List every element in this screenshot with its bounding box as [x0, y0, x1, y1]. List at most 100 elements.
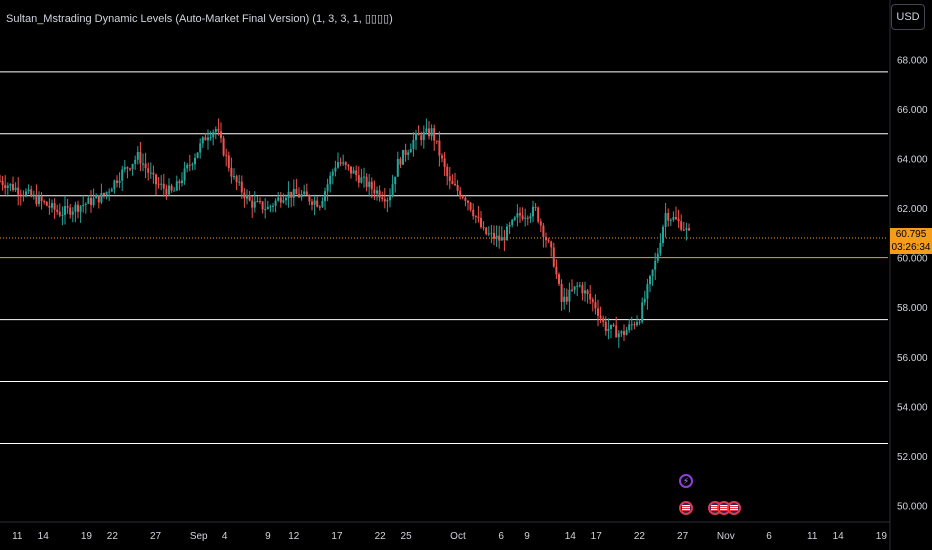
candle-body — [407, 152, 410, 155]
candle-body — [389, 196, 391, 201]
time-tick-label: 9 — [265, 531, 271, 542]
candle-body — [199, 143, 202, 153]
candle-body — [560, 283, 563, 302]
candle-body — [204, 137, 207, 141]
candle-body — [459, 190, 462, 197]
candle-body — [214, 129, 217, 133]
candle-body — [669, 219, 672, 221]
candle-body — [14, 187, 17, 191]
candle-body — [662, 226, 664, 244]
candle-body — [212, 132, 215, 138]
candle-body — [38, 196, 40, 204]
candle-body — [103, 193, 105, 196]
candle-body — [92, 198, 95, 206]
candle-body — [615, 325, 618, 338]
candle-body — [493, 232, 495, 239]
candle-body — [646, 284, 649, 299]
candle-body — [602, 318, 605, 322]
candle-body — [576, 285, 579, 287]
time-tick-label: 14 — [833, 531, 845, 542]
candle-body — [428, 128, 430, 137]
candle-body — [326, 184, 329, 192]
time-tick-label: 22 — [107, 531, 119, 542]
us-flag-icon[interactable] — [679, 501, 693, 515]
candle-body — [311, 201, 313, 205]
candle-body — [84, 203, 87, 205]
candle-body — [357, 175, 360, 183]
candle-body — [659, 243, 662, 254]
candle-body — [571, 289, 573, 291]
candle-body — [573, 286, 576, 290]
candle-body — [578, 285, 581, 287]
candle-body — [425, 128, 428, 132]
price-tick-label: 60.000 — [897, 254, 928, 265]
time-tick-label: 11 — [807, 531, 818, 542]
candle-body — [381, 197, 384, 199]
candle-body — [625, 330, 628, 335]
price-tick-label: 56.000 — [897, 353, 928, 364]
candle-body — [396, 158, 399, 177]
candle-body — [253, 201, 256, 208]
time-tick-label: 17 — [591, 531, 603, 542]
candle-body — [295, 188, 298, 195]
candle-body — [355, 170, 358, 176]
candle-body — [555, 266, 558, 275]
candle-body — [235, 176, 238, 183]
candle-body — [272, 205, 274, 207]
candle-body — [524, 217, 527, 219]
candle-body — [352, 170, 355, 174]
candle-body — [30, 189, 33, 196]
candle-body — [261, 201, 264, 210]
time-tick-label: 19 — [876, 531, 888, 542]
candle-body — [643, 298, 646, 303]
lightning-icon[interactable]: ⚡ — [679, 474, 693, 488]
candle-body — [511, 219, 514, 226]
candle-body — [64, 206, 66, 215]
candle-body — [287, 191, 290, 198]
candle-body — [282, 200, 285, 203]
candle-body — [402, 150, 404, 165]
candle-body — [688, 228, 690, 231]
candle-body — [256, 201, 259, 203]
candle-body — [469, 202, 472, 210]
candle-body — [420, 135, 423, 141]
candle-body — [656, 253, 659, 261]
candle-body — [651, 269, 654, 277]
level-lines — [0, 71, 888, 444]
candle-body — [58, 211, 61, 216]
candle-body — [451, 180, 454, 184]
candle-body — [537, 207, 540, 222]
candle-body — [568, 289, 571, 302]
candle-body — [383, 198, 386, 202]
candle-body — [329, 175, 332, 185]
time-tick-label: 27 — [150, 531, 162, 542]
time-tick-label: 25 — [401, 531, 413, 542]
indicator-title[interactable]: Sultan_Mstrading Dynamic Levels (Auto-Ma… — [6, 13, 393, 25]
time-tick-label: Nov — [717, 531, 735, 542]
candle-body — [100, 193, 103, 203]
candle-body — [376, 190, 378, 194]
candle-body — [321, 200, 324, 207]
currency-button[interactable]: USD — [891, 4, 925, 30]
candle-body — [168, 185, 170, 195]
candle-body — [654, 260, 657, 270]
time-tick-label: 14 — [38, 531, 50, 542]
candle-body — [233, 176, 235, 178]
candle-body — [35, 194, 38, 204]
candle-body — [456, 185, 459, 191]
candle-body — [378, 190, 381, 198]
us-flag-icon[interactable] — [727, 501, 741, 515]
time-tick-label: 6 — [498, 531, 504, 542]
candle-body — [500, 237, 503, 241]
candle-body — [373, 189, 376, 194]
candle-body — [1, 180, 4, 185]
candle-body — [589, 293, 592, 300]
candle-body — [69, 207, 72, 215]
candle-body — [394, 176, 397, 185]
candle-body — [77, 204, 79, 212]
candle-body — [563, 296, 566, 302]
candle-body — [74, 204, 77, 212]
candle-body — [160, 183, 163, 185]
time-tick-label: 14 — [565, 531, 577, 542]
